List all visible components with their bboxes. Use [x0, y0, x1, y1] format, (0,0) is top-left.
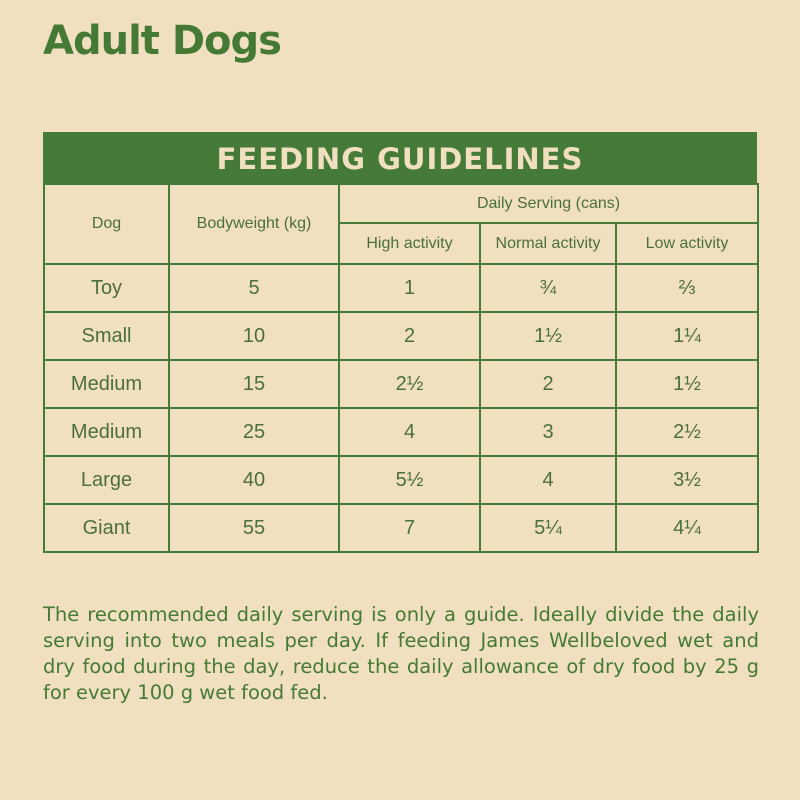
cell-dog: Giant: [43, 503, 170, 553]
cell-normal-activity: 4: [479, 455, 617, 505]
page-title: Adult Dogs: [43, 18, 282, 64]
cell-dog: Toy: [43, 263, 170, 313]
cell-high-activity: 2½: [338, 359, 481, 409]
table-row: Toy 5 1 ¾ ⅔: [43, 263, 760, 313]
feeding-note: The recommended daily serving is only a …: [43, 603, 759, 704]
cell-low-activity: 1¼: [614, 311, 760, 361]
cell-bodyweight: 40: [168, 455, 340, 505]
cell-dog: Medium: [43, 359, 170, 409]
cell-normal-activity: 3: [479, 407, 617, 457]
header-high-activity: High activity: [338, 222, 481, 265]
cell-low-activity: ⅔: [614, 263, 760, 313]
cell-normal-activity: 1½: [479, 311, 617, 361]
cell-bodyweight: 15: [168, 359, 340, 409]
table-row: Medium 25 4 3 2½: [43, 407, 760, 457]
cell-normal-activity: 2: [479, 359, 617, 409]
cell-bodyweight: 10: [168, 311, 340, 361]
cell-bodyweight: 5: [168, 263, 340, 313]
cell-high-activity: 1: [338, 263, 481, 313]
table-row: Large 40 5½ 4 3½: [43, 455, 760, 505]
cell-high-activity: 2: [338, 311, 481, 361]
header-normal-activity: Normal activity: [479, 222, 617, 265]
cell-high-activity: 7: [338, 503, 481, 553]
feeding-guidelines-banner: FEEDING GUIDELINES: [43, 132, 757, 184]
cell-dog: Medium: [43, 407, 170, 457]
cell-normal-activity: ¾: [479, 263, 617, 313]
feeding-table: Dog Bodyweight (kg) Daily Serving (cans)…: [43, 183, 760, 553]
header-dog: Dog: [43, 183, 170, 265]
cell-low-activity: 1½: [614, 359, 760, 409]
cell-high-activity: 5½: [338, 455, 481, 505]
cell-normal-activity: 5¼: [479, 503, 617, 553]
cell-high-activity: 4: [338, 407, 481, 457]
cell-dog: Large: [43, 455, 170, 505]
header-daily-serving: Daily Serving (cans): [337, 183, 760, 224]
cell-bodyweight: 55: [168, 503, 340, 553]
table-row: Medium 15 2½ 2 1½: [43, 359, 760, 409]
cell-bodyweight: 25: [168, 407, 340, 457]
table-row: Small 10 2 1½ 1¼: [43, 311, 760, 361]
cell-low-activity: 2½: [614, 407, 760, 457]
cell-low-activity: 4¼: [614, 503, 760, 553]
header-bodyweight: Bodyweight (kg): [168, 183, 340, 265]
cell-dog: Small: [43, 311, 170, 361]
cell-low-activity: 3½: [614, 455, 760, 505]
header-low-activity: Low activity: [614, 222, 760, 265]
table-row: Giant 55 7 5¼ 4¼: [43, 503, 760, 553]
